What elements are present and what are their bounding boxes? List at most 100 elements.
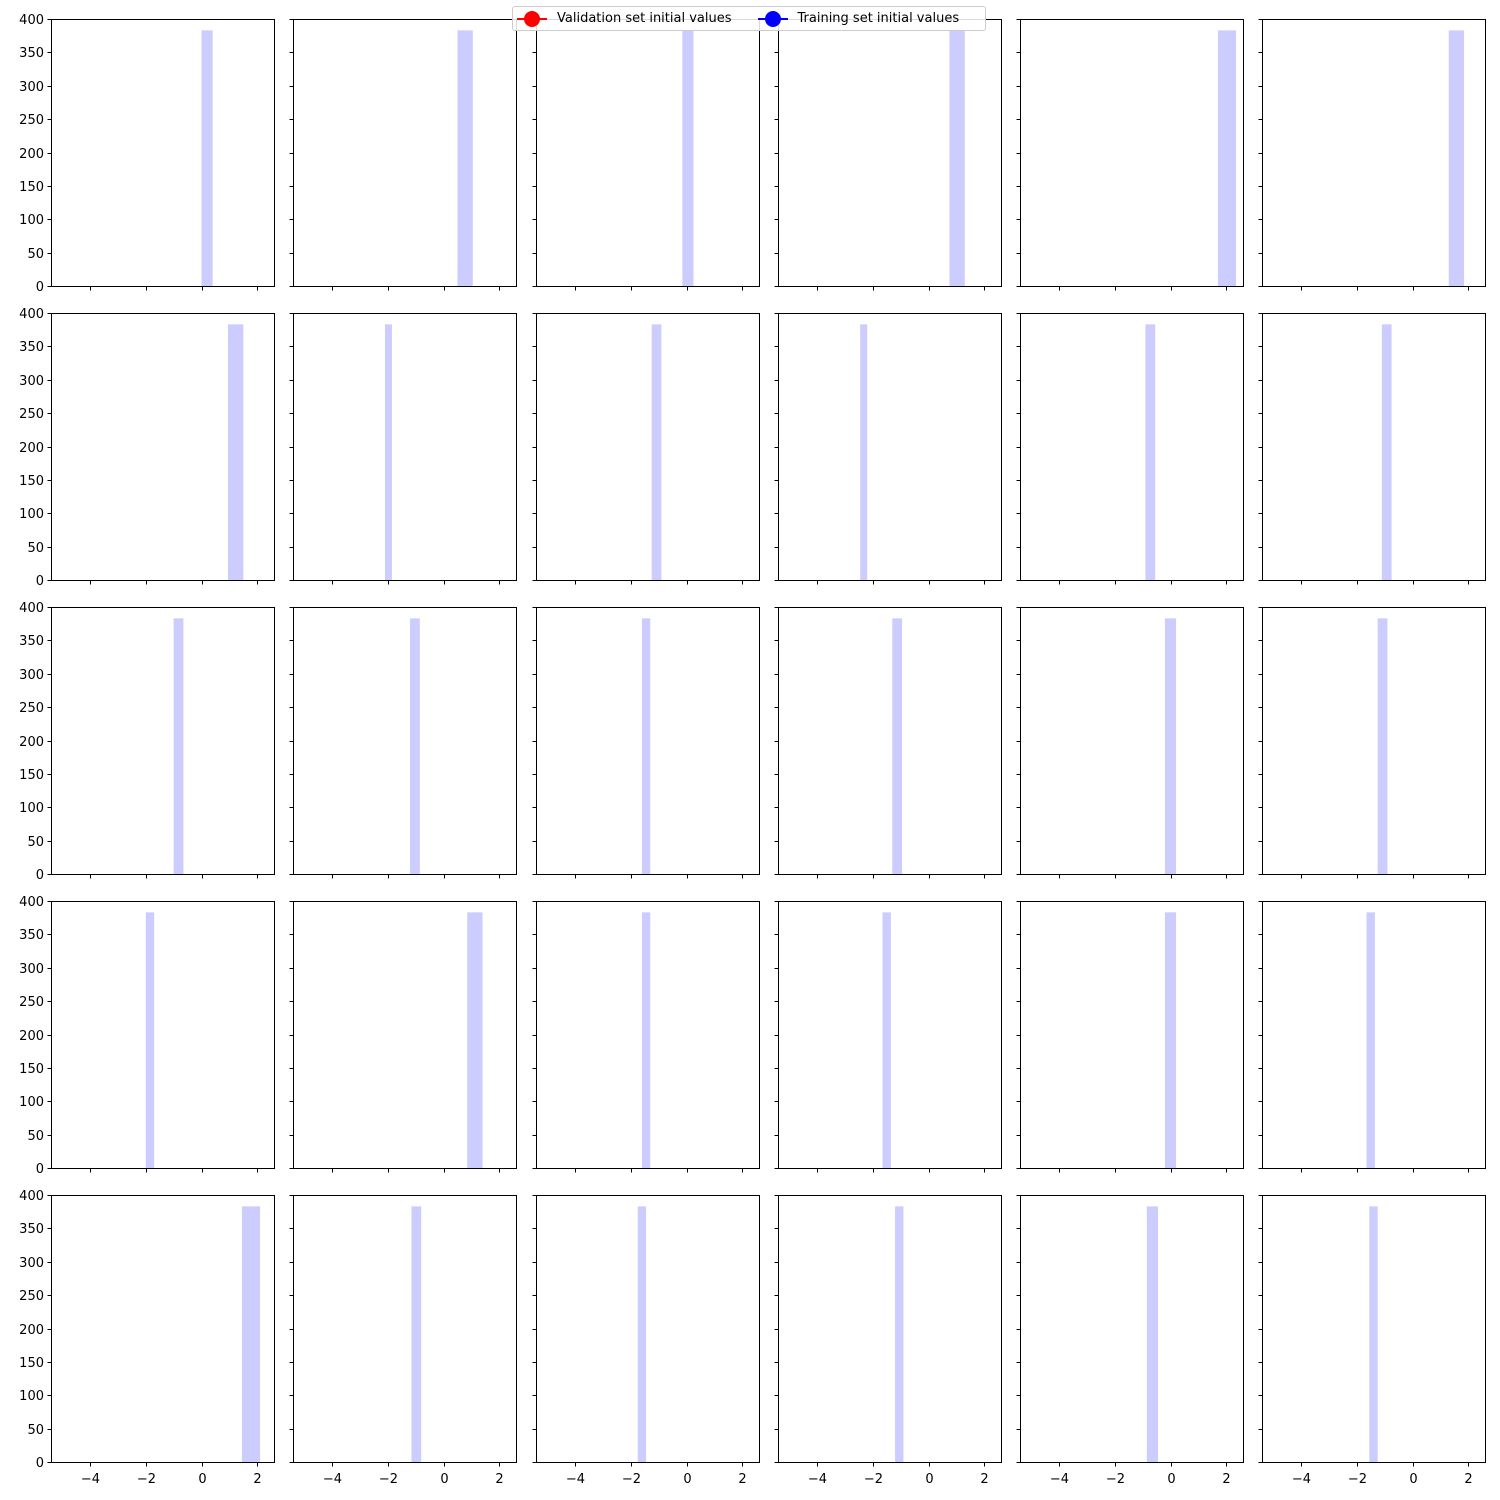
histogram-bar (1381, 324, 1392, 580)
histogram-bar (1448, 30, 1465, 286)
histogram-bar (201, 30, 213, 286)
x-tick-label: 0 (683, 1472, 691, 1487)
x-tick-label: −2 (1348, 1472, 1367, 1487)
y-tick-label: 0 (36, 1456, 44, 1471)
axes-frame (293, 1195, 517, 1463)
axes-frame (536, 313, 760, 581)
y-tick-label: 0 (36, 1162, 44, 1177)
histogram-bar (384, 324, 392, 580)
y-tick-label: 50 (27, 247, 44, 262)
y-tick-label: 300 (19, 80, 44, 95)
legend-label-validation: Validation set initial values (557, 11, 732, 26)
histogram-bar (1377, 618, 1388, 874)
histogram-bar (1369, 1206, 1378, 1462)
y-tick-label: 150 (19, 1062, 44, 1077)
red-circle-marker-icon (517, 10, 547, 28)
y-tick-label: 400 (19, 1189, 44, 1204)
x-tick-label: 2 (1464, 1472, 1472, 1487)
y-tick-label: 250 (19, 995, 44, 1010)
y-tick-label: 200 (19, 441, 44, 456)
histogram-bar (641, 618, 651, 874)
y-tick-label: 350 (19, 340, 44, 355)
histogram-bar (410, 618, 420, 874)
histogram-bar (1145, 324, 1156, 580)
y-tick-label: 100 (19, 507, 44, 522)
legend-entry-training: Training set initial values (757, 10, 959, 28)
histogram-bar (1164, 618, 1177, 874)
axes-frame (778, 313, 1002, 581)
axes-frame (51, 607, 275, 875)
x-tick-label: 2 (980, 1472, 988, 1487)
legend: Validation set initial values Training s… (512, 6, 986, 31)
y-tick-label: 400 (19, 307, 44, 322)
histogram-bar (1217, 30, 1237, 286)
axes-frame (51, 1195, 275, 1463)
y-tick-label: 0 (36, 280, 44, 295)
y-tick-label: 0 (36, 868, 44, 883)
y-tick-label: 150 (19, 1356, 44, 1371)
axes-frame (51, 901, 275, 1169)
y-tick-label: 400 (19, 895, 44, 910)
y-tick-label: 250 (19, 407, 44, 422)
axes-frame (1020, 1195, 1244, 1463)
legend-dot (524, 10, 540, 27)
axes-frame (536, 19, 760, 287)
y-tick-label: 50 (27, 835, 44, 850)
x-tick-label: −4 (1292, 1472, 1311, 1487)
axes-frame (1020, 313, 1244, 581)
histogram-bar (173, 618, 184, 874)
y-tick-label: 150 (19, 474, 44, 489)
axes-frame (1020, 19, 1244, 287)
x-tick-label: −2 (137, 1472, 156, 1487)
x-tick-label: −4 (81, 1472, 100, 1487)
y-tick-label: 50 (27, 1129, 44, 1144)
histogram-bar (682, 30, 694, 286)
x-tick-label: 0 (1409, 1472, 1417, 1487)
axes-frame (778, 607, 1002, 875)
y-tick-label: 100 (19, 213, 44, 228)
axes-frame (1020, 607, 1244, 875)
y-tick-label: 400 (19, 13, 44, 28)
y-tick-label: 200 (19, 147, 44, 162)
x-tick-label: 0 (198, 1472, 206, 1487)
y-tick-label: 50 (27, 541, 44, 556)
axes-frame (293, 19, 517, 287)
histogram-bar (882, 912, 891, 1168)
y-tick-label: 100 (19, 801, 44, 816)
axes-frame (293, 313, 517, 581)
axes-frame (536, 1195, 760, 1463)
x-tick-label: 2 (1222, 1472, 1230, 1487)
x-tick-label: −2 (1106, 1472, 1125, 1487)
histogram-bar (892, 618, 903, 874)
y-tick-label: 250 (19, 113, 44, 128)
histogram-bar (457, 30, 473, 286)
y-tick-label: 100 (19, 1095, 44, 1110)
histogram-bar (1164, 912, 1177, 1168)
histogram-bar (949, 30, 965, 286)
histogram-bar (467, 912, 483, 1168)
x-tick-label: 0 (440, 1472, 448, 1487)
histogram-bar (637, 1206, 647, 1462)
y-tick-label: 300 (19, 1256, 44, 1271)
y-tick-label: 150 (19, 768, 44, 783)
histogram-bar (895, 1206, 904, 1462)
y-tick-label: 300 (19, 962, 44, 977)
x-tick-label: −2 (622, 1472, 641, 1487)
y-tick-label: 250 (19, 1289, 44, 1304)
histogram-bar (228, 324, 244, 580)
x-tick-label: −4 (808, 1472, 827, 1487)
axes-frame (778, 1195, 1002, 1463)
legend-dot (764, 10, 781, 27)
axes-frame (293, 901, 517, 1169)
x-tick-label: −4 (1050, 1472, 1069, 1487)
y-tick-label: 300 (19, 374, 44, 389)
y-tick-label: 350 (19, 1222, 44, 1237)
y-tick-label: 300 (19, 668, 44, 683)
histogram-bar (1366, 912, 1375, 1168)
histogram-bar (145, 912, 155, 1168)
histogram-bar (860, 324, 868, 580)
axes-frame (1262, 313, 1486, 581)
y-tick-label: 0 (36, 574, 44, 589)
x-tick-label: 2 (495, 1472, 503, 1487)
